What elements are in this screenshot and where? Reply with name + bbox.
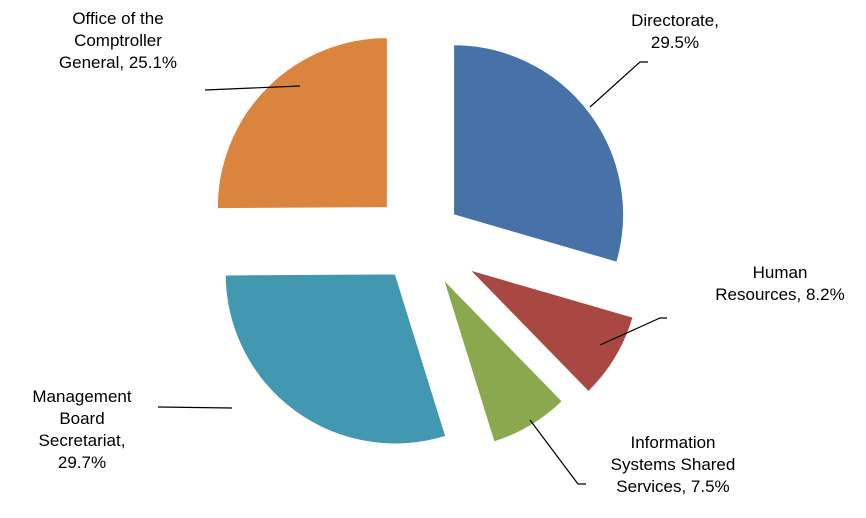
data-label: Directorate, 29.5%: [631, 11, 719, 52]
pie-slice: [224, 273, 447, 445]
data-label: Information Systems Shared Services, 7.5…: [610, 433, 736, 496]
pie-slice: [443, 279, 563, 443]
data-label: Office of the Comptroller General, 25.1%: [58, 9, 178, 72]
pie-slice: [468, 268, 634, 393]
leader-line: [529, 419, 586, 485]
data-label: Management Board Secretariat, 29.7%: [32, 387, 132, 472]
leader-line: [157, 406, 233, 409]
leader-line: [204, 85, 301, 91]
pie-slice: [453, 44, 625, 263]
pie-slice: [216, 37, 388, 210]
leader-line: [589, 61, 648, 108]
leader-line: [599, 317, 667, 346]
data-label: Human Resources, 8.2%: [715, 263, 845, 304]
